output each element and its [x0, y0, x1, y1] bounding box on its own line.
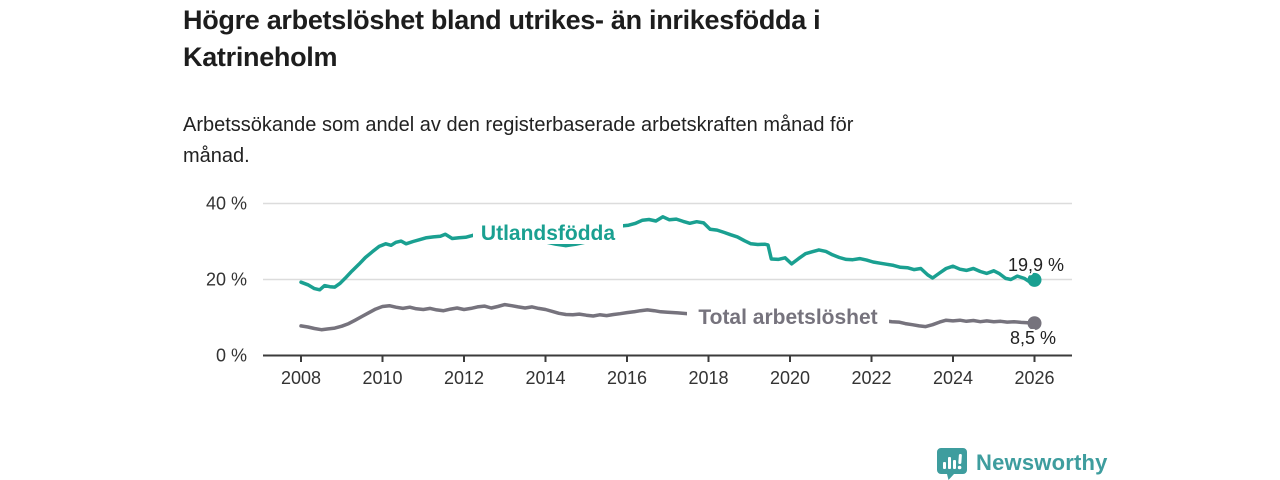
chart-subtitle: Arbetssökande som andel av den registerb… [183, 110, 1043, 172]
series-label: Total arbetslöshet [698, 306, 877, 329]
x-axis-tick-label: 2024 [933, 368, 973, 388]
x-axis-tick-label: 2012 [444, 368, 484, 388]
chart-title-line-1: Högre arbetslöshet bland utrikes- än inr… [183, 5, 821, 35]
series-label-backdrop [687, 306, 889, 328]
x-axis-tick-label: 2014 [525, 368, 565, 388]
brand-name: Newsworthy [976, 450, 1108, 475]
x-axis-tick-label: 2020 [770, 368, 810, 388]
speech-bubble-bar-chart-icon [937, 448, 967, 480]
chart-title-line-2: Katrineholm [183, 42, 338, 72]
x-axis-tick-label: 2016 [607, 368, 647, 388]
series-line [299, 302, 1037, 332]
y-axis-tick-label: 40 % [206, 194, 247, 214]
y-axis-tick-label: 20 % [206, 270, 247, 290]
series-line [299, 215, 1037, 292]
x-axis-tick-label: 2018 [688, 368, 728, 388]
chart-subtitle-line-1: Arbetssökande som andel av den registerb… [183, 114, 854, 136]
series-label: Utlandsfödda [481, 222, 615, 245]
chart-title: Högre arbetslöshet bland utrikes- än inr… [183, 2, 1023, 76]
series-endpoint-dot [1027, 316, 1042, 331]
x-axis-tick-label: 2008 [281, 368, 321, 388]
series-label-backdrop [473, 222, 623, 244]
series-end-value-label: 19,9 % [1008, 255, 1064, 275]
chart-subtitle-line-2: månad. [183, 145, 250, 167]
series-endpoint-dot [1027, 272, 1042, 287]
x-axis-tick-label: 2010 [362, 368, 402, 388]
series-end-value-label: 8,5 % [1010, 328, 1056, 348]
x-axis-tick-label: 2022 [851, 368, 891, 388]
y-axis-tick-label: 0 % [216, 346, 247, 366]
x-axis-tick-label: 2026 [1014, 368, 1054, 388]
brand-footer: Newsworthy [936, 446, 1108, 480]
